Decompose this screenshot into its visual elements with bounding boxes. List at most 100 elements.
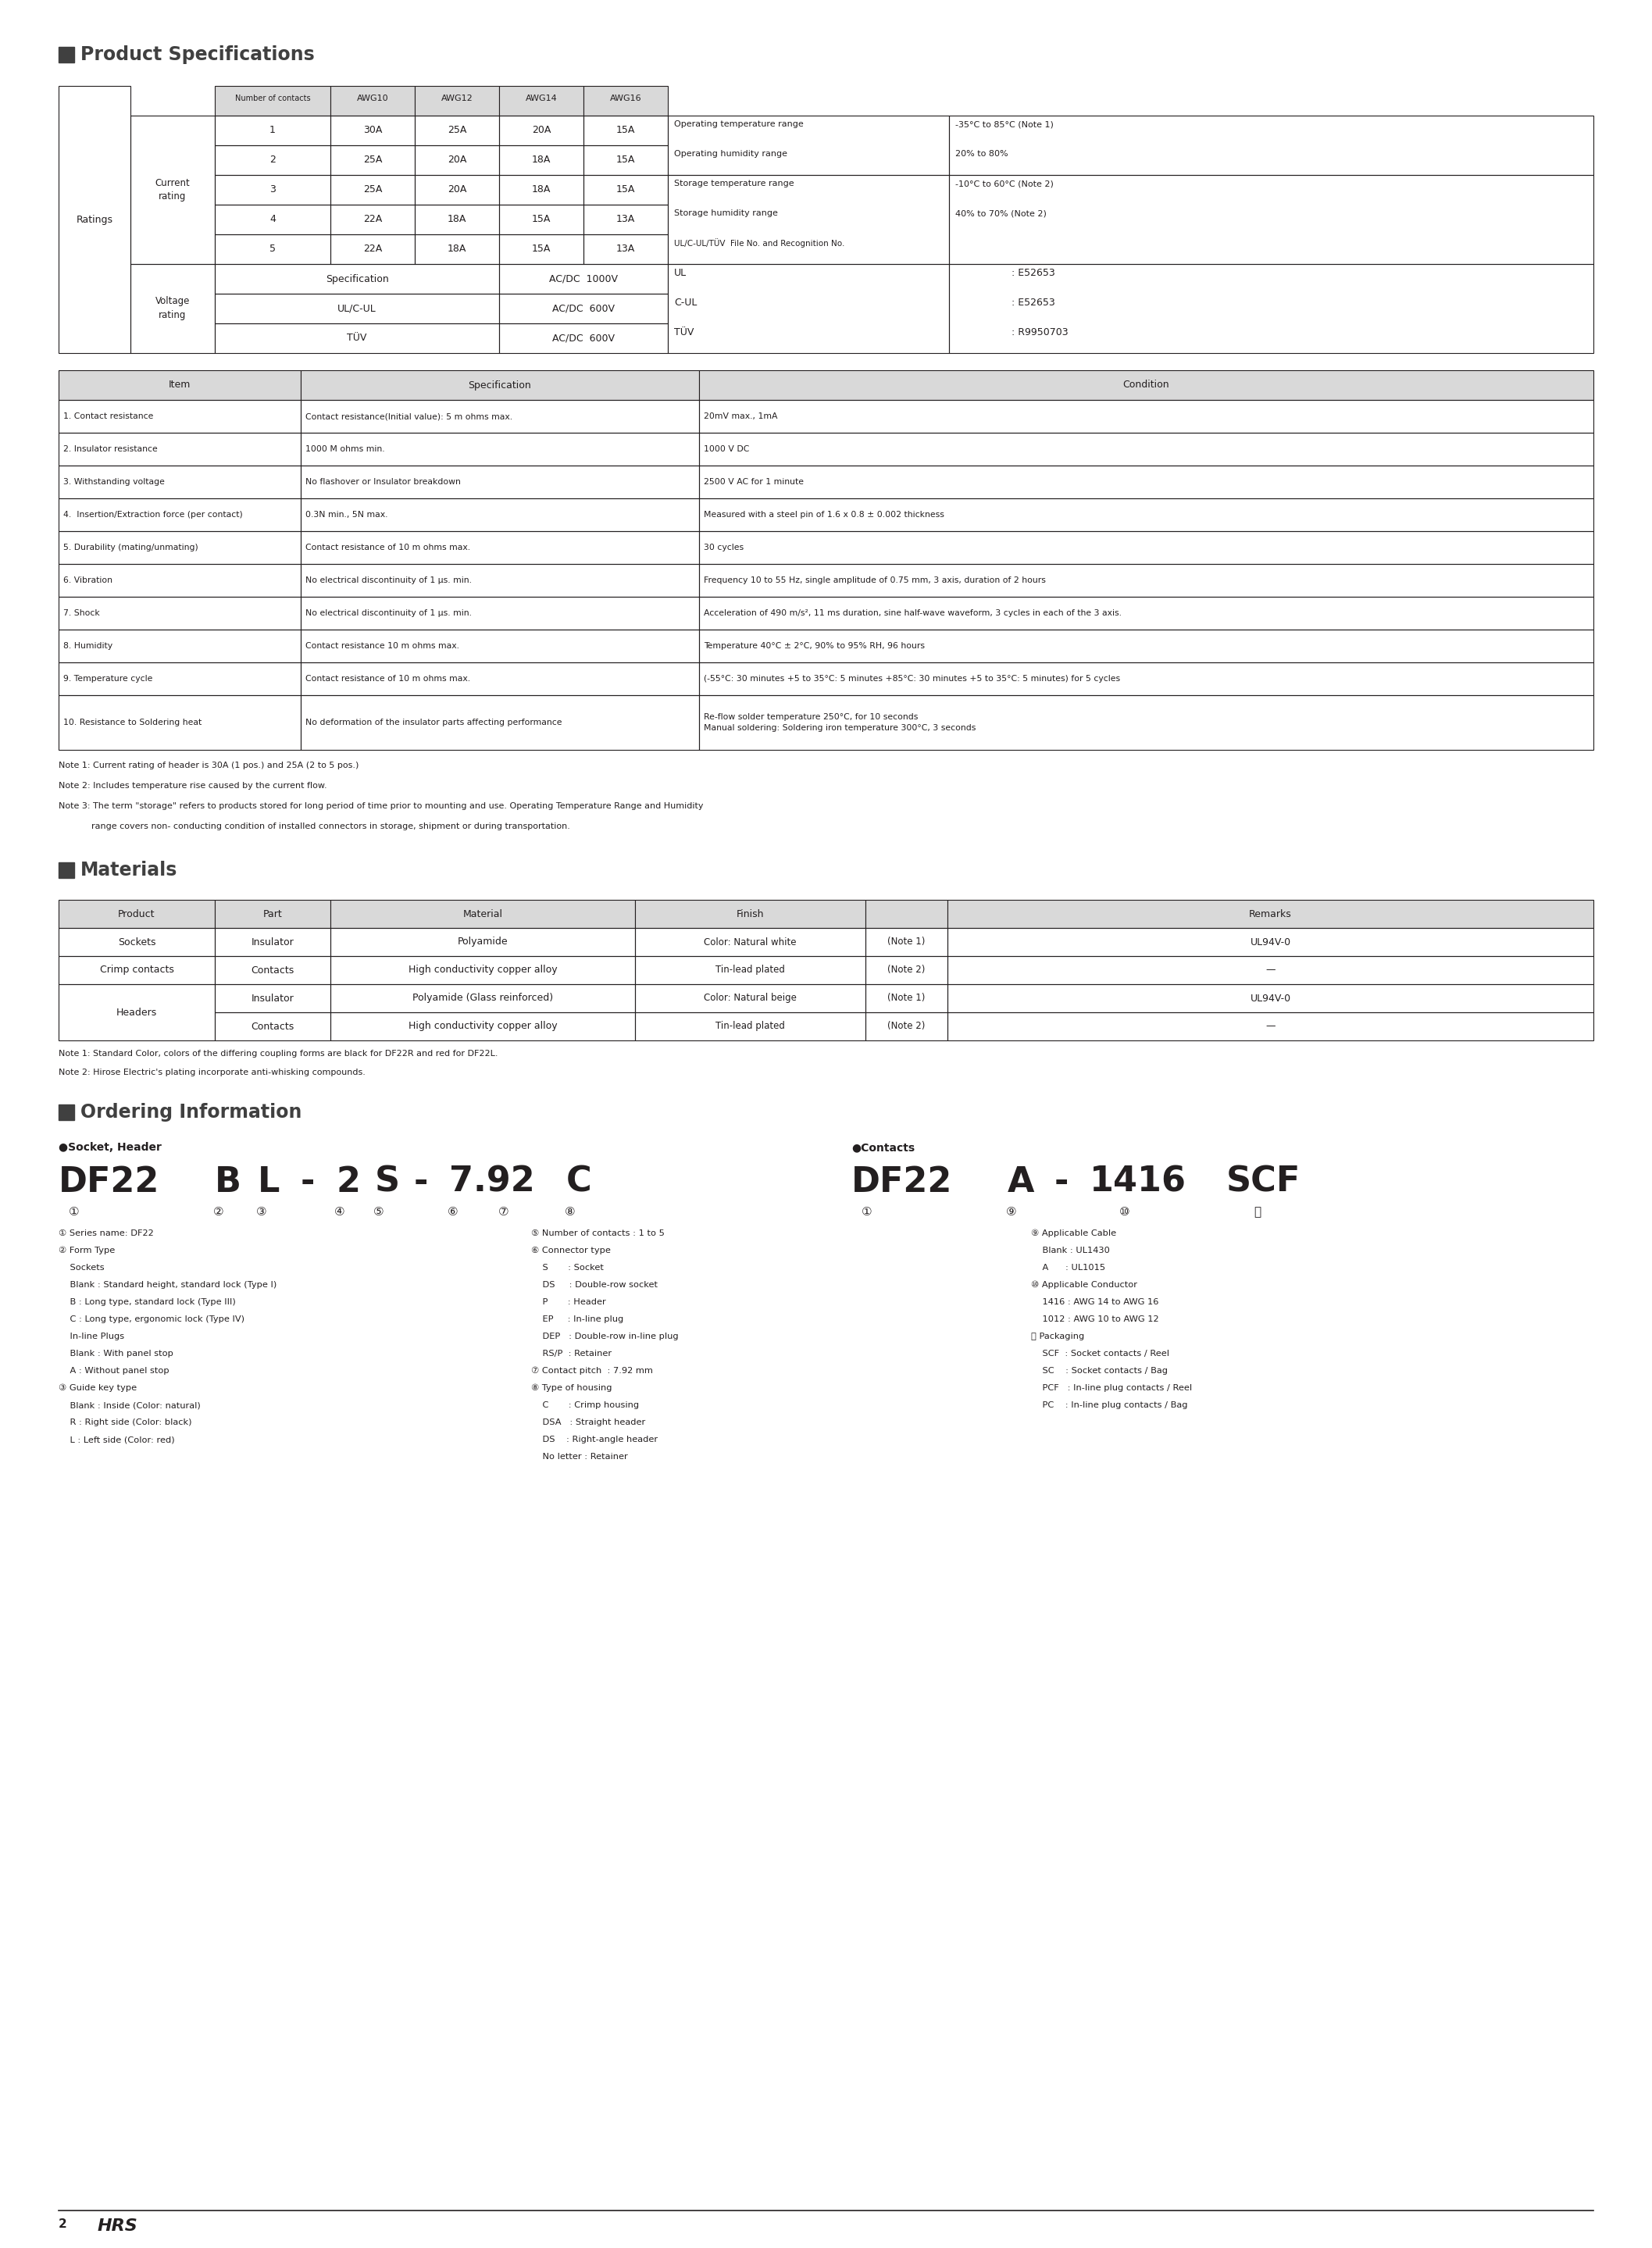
Text: Material: Material [463,908,502,919]
Text: C-UL: C-UL [674,297,697,308]
Text: Storage temperature range: Storage temperature range [674,180,795,189]
Text: SCF  : Socket contacts / Reel: SCF : Socket contacts / Reel [1031,1349,1170,1358]
Bar [866,985,948,1012]
Text: Contact resistance of 10 m ohms max.: Contact resistance of 10 m ohms max. [306,544,471,551]
Text: 20A: 20A [532,126,550,135]
Bar [330,899,634,928]
Bar [948,175,1594,263]
Text: Storage humidity range: Storage humidity range [674,209,778,218]
Text: ⑤: ⑤ [373,1205,385,1218]
Bar [699,695,1594,751]
Bar [58,499,301,531]
Bar [215,85,330,115]
Bar [667,263,948,353]
Text: UL: UL [674,268,687,279]
Text: 22A: 22A [363,245,382,254]
Text: B: B [215,1164,241,1198]
Bar [634,1012,866,1041]
Bar [330,985,634,1012]
Text: Current
rating: Current rating [155,178,190,202]
Bar [415,205,499,234]
Bar [330,115,415,146]
Bar [699,499,1594,531]
Text: No flashover or Insulator breakdown: No flashover or Insulator breakdown [306,479,461,486]
Text: 18A: 18A [532,184,550,196]
Text: UL94V-0: UL94V-0 [1251,937,1290,946]
Text: 1000 V DC: 1000 V DC [704,445,750,454]
Text: PCF   : In-line plug contacts / Reel: PCF : In-line plug contacts / Reel [1031,1385,1193,1392]
Text: S       : Socket: S : Socket [532,1263,603,1272]
Text: 2. Insulator resistance: 2. Insulator resistance [63,445,157,454]
Bar [58,1104,74,1120]
Text: ⑪: ⑪ [1254,1205,1260,1218]
Text: 3: 3 [269,184,276,196]
Text: ●Socket, Header: ●Socket, Header [58,1142,162,1153]
Text: ⑨ Applicable Cable: ⑨ Applicable Cable [1031,1230,1117,1239]
Bar [301,564,699,596]
Text: RS/P  : Retainer: RS/P : Retainer [532,1349,611,1358]
Text: ⑥ Connector type: ⑥ Connector type [532,1248,611,1254]
Text: In-line Plugs: In-line Plugs [58,1333,124,1340]
Text: 10. Resistance to Soldering heat: 10. Resistance to Soldering heat [63,719,202,726]
Text: ⑧: ⑧ [565,1205,575,1218]
Text: 13A: 13A [616,214,634,225]
Bar [301,629,699,663]
Bar [301,596,699,629]
Bar [948,928,1594,955]
Bar [58,371,301,400]
Text: Sockets: Sockets [117,937,155,946]
Text: ① Series name: DF22: ① Series name: DF22 [58,1230,154,1236]
Bar [215,294,499,324]
Bar [866,928,948,955]
Text: : E52653: : E52653 [1011,297,1056,308]
Text: 20A: 20A [448,155,466,164]
Text: Ordering Information: Ordering Information [81,1104,302,1122]
Text: —: — [1265,1021,1275,1032]
Text: DS     : Double-row socket: DS : Double-row socket [532,1281,657,1288]
Bar [866,899,948,928]
Text: 4: 4 [269,214,276,225]
Text: ④: ④ [334,1205,345,1218]
Text: No electrical discontinuity of 1 μs. min.: No electrical discontinuity of 1 μs. min… [306,609,472,616]
Bar [215,175,330,205]
Text: 1. Contact resistance: 1. Contact resistance [63,411,154,420]
Text: DF22: DF22 [58,1164,160,1198]
Text: 20% to 80%: 20% to 80% [955,151,1008,157]
Bar [499,175,583,205]
Bar [667,175,948,263]
Bar [215,146,330,175]
Text: range covers non- conducting condition of installed connectors in storage, shipm: range covers non- conducting condition o… [58,823,570,830]
Text: 4.  Insertion/Extraction force (per contact): 4. Insertion/Extraction force (per conta… [63,510,243,519]
Bar [330,234,415,263]
Bar [330,928,634,955]
Bar [583,205,667,234]
Text: No letter : Retainer: No letter : Retainer [532,1452,628,1461]
Bar [58,899,215,928]
Text: 5. Durability (mating/unmating): 5. Durability (mating/unmating) [63,544,198,551]
Bar [415,115,499,146]
Text: 25A: 25A [448,126,466,135]
Text: ③ Guide key type: ③ Guide key type [58,1385,137,1392]
Bar [499,294,667,324]
Text: Product: Product [119,908,155,919]
Bar [215,205,330,234]
Text: Ratings: Ratings [76,214,112,225]
Text: Product Specifications: Product Specifications [81,45,314,63]
Bar [699,371,1594,400]
Text: Blank : UL1430: Blank : UL1430 [1031,1248,1110,1254]
Text: Contacts: Contacts [251,1021,294,1032]
Bar [699,400,1594,432]
Text: Number of contacts: Number of contacts [235,94,311,103]
Text: Color: Natural beige: Color: Natural beige [704,994,796,1003]
Text: ⑧ Type of housing: ⑧ Type of housing [532,1385,611,1392]
Bar [58,928,215,955]
Bar [58,531,301,564]
Bar [866,955,948,985]
Text: -: - [415,1164,428,1198]
Bar [948,985,1594,1012]
Text: Temperature 40°C ± 2°C, 90% to 95% RH, 96 hours: Temperature 40°C ± 2°C, 90% to 95% RH, 9… [704,643,925,650]
Bar [499,234,583,263]
Text: A: A [1008,1164,1034,1198]
Text: Note 1: Standard Color, colors of the differing coupling forms are black for DF2: Note 1: Standard Color, colors of the di… [58,1050,497,1057]
Text: 30 cycles: 30 cycles [704,544,743,551]
